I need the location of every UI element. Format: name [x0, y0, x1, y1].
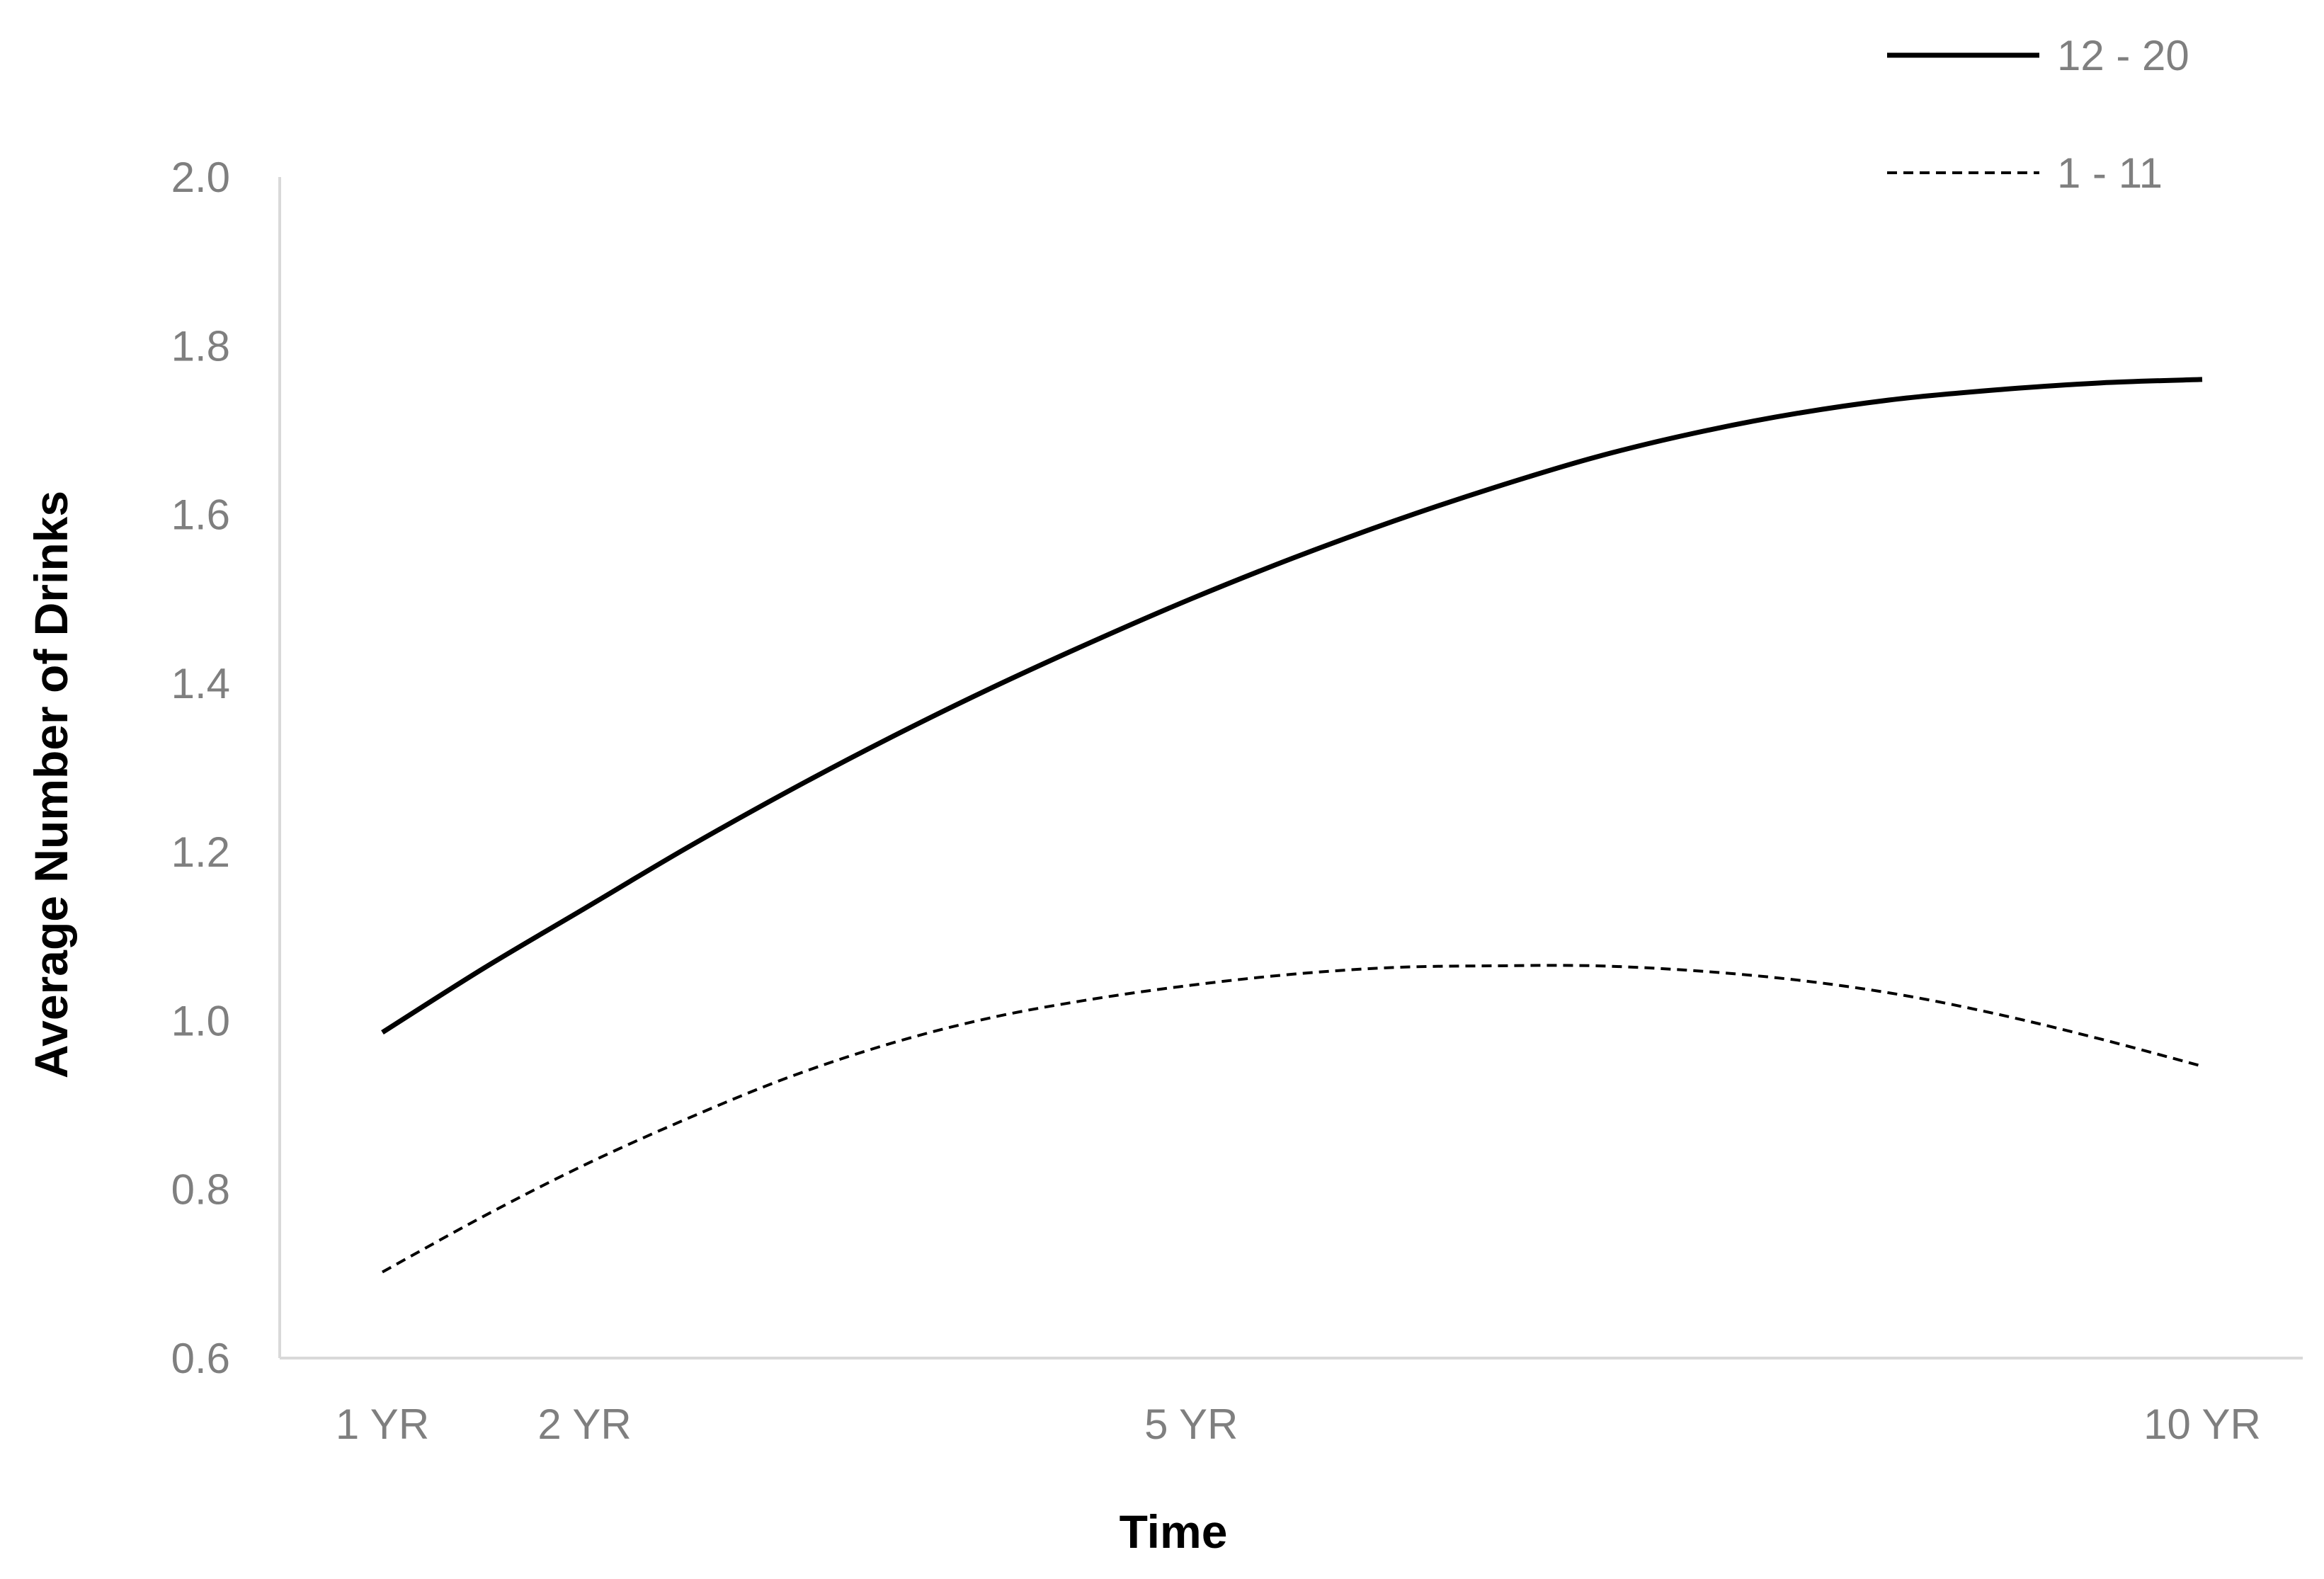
x-tick-label: 2 YR: [537, 1401, 631, 1448]
x-tick-labels: 1 YR 2 YR 5 YR 10 YR: [336, 1401, 2261, 1448]
y-tick-label: 1.4: [171, 660, 230, 707]
x-tick-label: 1 YR: [336, 1401, 429, 1448]
x-tick-label: 5 YR: [1144, 1401, 1238, 1448]
x-axis: 1 YR 2 YR 5 YR 10 YR: [280, 1357, 2303, 1448]
series-line-12-20: [381, 377, 2203, 1035]
y-tick-label: 0.8: [171, 1166, 230, 1214]
y-tick-labels: 0.6 0.8 1.0 1.2 1.4 1.6 1.8 2.0: [171, 154, 230, 1382]
x-axis-title: Time: [1120, 1505, 1228, 1558]
y-tick-label: 1.0: [171, 997, 230, 1044]
y-tick-label: 2.0: [171, 154, 230, 201]
x-tick-label: 10 YR: [2143, 1401, 2261, 1448]
y-axis-title: Average Number of Drinks: [25, 491, 77, 1078]
y-tick-label: 1.6: [171, 491, 230, 539]
legend-label: 1 - 11: [2057, 149, 2163, 197]
series-lines: [381, 377, 2203, 1274]
legend: 12 - 20 1 - 11: [1887, 32, 2189, 197]
y-tick-label: 0.6: [171, 1335, 230, 1382]
y-axis: 0.6 0.8 1.0 1.2 1.4 1.6 1.8 2.0: [171, 154, 281, 1382]
legend-label: 12 - 20: [2057, 32, 2189, 79]
y-tick-label: 1.8: [171, 322, 230, 370]
y-tick-label: 1.2: [171, 828, 230, 876]
series-line-1-11: [382, 964, 2203, 1274]
